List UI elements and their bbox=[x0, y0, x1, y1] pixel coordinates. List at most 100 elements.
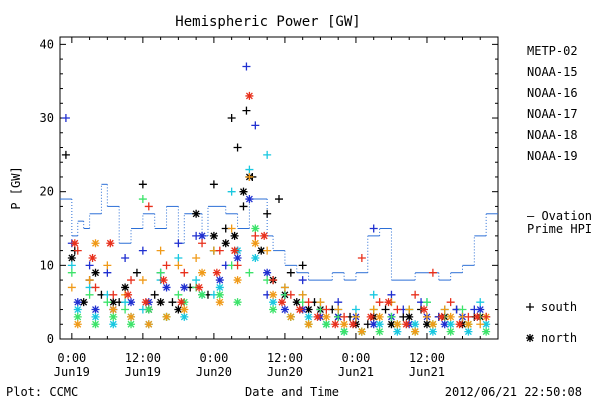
south-point bbox=[464, 312, 473, 321]
y-tick-label: 40 bbox=[40, 37, 54, 51]
south-point bbox=[482, 312, 491, 321]
north-point bbox=[263, 268, 272, 277]
north-point bbox=[91, 305, 100, 314]
north-point bbox=[473, 312, 482, 321]
north-point bbox=[464, 327, 473, 336]
north-point bbox=[446, 327, 455, 336]
north-point bbox=[121, 283, 130, 292]
y-tick-label: 20 bbox=[40, 185, 54, 199]
north-point bbox=[369, 320, 378, 329]
north-point bbox=[331, 320, 340, 329]
south-point bbox=[242, 106, 251, 115]
north-point bbox=[260, 231, 269, 240]
south-point bbox=[286, 268, 295, 277]
north-point bbox=[304, 305, 313, 314]
south-point bbox=[103, 261, 112, 270]
x-tick-date-label: Jun20 bbox=[196, 365, 232, 379]
south-point bbox=[127, 276, 136, 285]
south-point bbox=[85, 261, 94, 270]
south-point bbox=[233, 261, 242, 270]
north-point bbox=[411, 327, 420, 336]
footer-plot-source: Plot: CCMC bbox=[6, 385, 78, 399]
chart-title: Hemispheric Power [GW] bbox=[175, 14, 360, 30]
south-point bbox=[269, 276, 278, 285]
north-point bbox=[476, 305, 485, 314]
north-point bbox=[198, 231, 207, 240]
north-point bbox=[233, 298, 242, 307]
south-point bbox=[369, 224, 378, 233]
south-point bbox=[340, 312, 349, 321]
north-point bbox=[277, 298, 286, 307]
north-point bbox=[159, 276, 168, 285]
south-point bbox=[67, 283, 76, 292]
legend-satellite-label: NOAA-18 bbox=[527, 128, 578, 142]
south-point bbox=[138, 195, 147, 204]
south-point bbox=[422, 298, 431, 307]
north-point bbox=[348, 320, 357, 329]
footer-timestamp: 2012/06/21 22:50:08 bbox=[445, 385, 582, 399]
south-point bbox=[138, 246, 147, 255]
north-point bbox=[127, 312, 136, 321]
south-point bbox=[298, 290, 307, 299]
north-point bbox=[405, 312, 414, 321]
south-point bbox=[411, 290, 420, 299]
south-point bbox=[422, 312, 431, 321]
legend-satellite-label: NOAA-19 bbox=[527, 149, 578, 163]
north-point bbox=[375, 312, 384, 321]
north-point bbox=[384, 298, 393, 307]
north-point bbox=[212, 268, 221, 277]
south-point bbox=[61, 150, 70, 159]
south-point bbox=[156, 268, 165, 277]
x-tick-time-label: 0:00 bbox=[341, 351, 370, 365]
south-point bbox=[180, 268, 189, 277]
plot-frame bbox=[59, 36, 499, 340]
south-point bbox=[375, 298, 384, 307]
south-point bbox=[381, 305, 390, 314]
south-point bbox=[61, 114, 70, 123]
south-point bbox=[233, 143, 242, 152]
north-point bbox=[387, 320, 396, 329]
north-point bbox=[446, 320, 455, 329]
x-tick-date-label: Jun19 bbox=[125, 365, 161, 379]
north-point bbox=[440, 320, 449, 329]
north-point bbox=[230, 231, 239, 240]
north-point bbox=[446, 312, 455, 321]
north-point bbox=[141, 298, 150, 307]
north-point bbox=[215, 298, 224, 307]
south-point bbox=[85, 290, 94, 299]
north-point bbox=[269, 290, 278, 299]
south-point bbox=[298, 261, 307, 270]
south-point bbox=[263, 209, 272, 218]
north-point bbox=[420, 305, 429, 314]
y-tick-label: 30 bbox=[40, 111, 54, 125]
north-point bbox=[215, 283, 224, 292]
south-point bbox=[91, 283, 100, 292]
north-point bbox=[239, 187, 248, 196]
south-point bbox=[215, 246, 224, 255]
south-point bbox=[476, 320, 485, 329]
north-point bbox=[109, 298, 118, 307]
south-point bbox=[103, 268, 112, 277]
south-point bbox=[357, 253, 366, 262]
south-point bbox=[168, 298, 177, 307]
legend-satellite-label: NOAA-16 bbox=[527, 86, 578, 100]
south-point bbox=[334, 305, 343, 314]
south-point bbox=[242, 62, 251, 71]
south-point bbox=[405, 305, 414, 314]
south-point bbox=[209, 180, 218, 189]
north-point bbox=[106, 239, 115, 248]
south-point bbox=[227, 224, 236, 233]
north-point bbox=[304, 312, 313, 321]
x-tick-time-label: 12:00 bbox=[409, 351, 445, 365]
legend-satellite-label: METP-02 bbox=[527, 44, 578, 58]
north-point bbox=[180, 305, 189, 314]
south-point bbox=[263, 246, 272, 255]
legend-marker-label: north bbox=[541, 331, 577, 345]
south-point bbox=[245, 172, 254, 181]
north-point bbox=[455, 320, 464, 329]
north-point bbox=[162, 283, 171, 292]
south-point bbox=[245, 268, 254, 277]
south-point bbox=[192, 253, 201, 262]
x-tick-date-label: Jun20 bbox=[267, 365, 303, 379]
north-point bbox=[192, 209, 201, 218]
